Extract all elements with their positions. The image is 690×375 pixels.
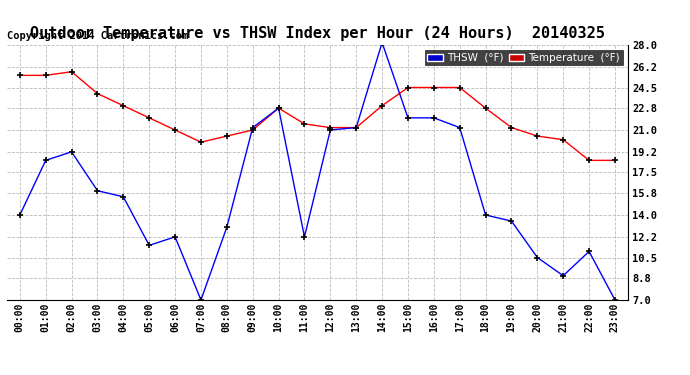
Text: Copyright 2014 Cartronics.com: Copyright 2014 Cartronics.com	[7, 32, 188, 41]
Legend: THSW  (°F), Temperature  (°F): THSW (°F), Temperature (°F)	[424, 50, 622, 65]
Title: Outdoor Temperature vs THSW Index per Hour (24 Hours)  20140325: Outdoor Temperature vs THSW Index per Ho…	[30, 26, 605, 41]
